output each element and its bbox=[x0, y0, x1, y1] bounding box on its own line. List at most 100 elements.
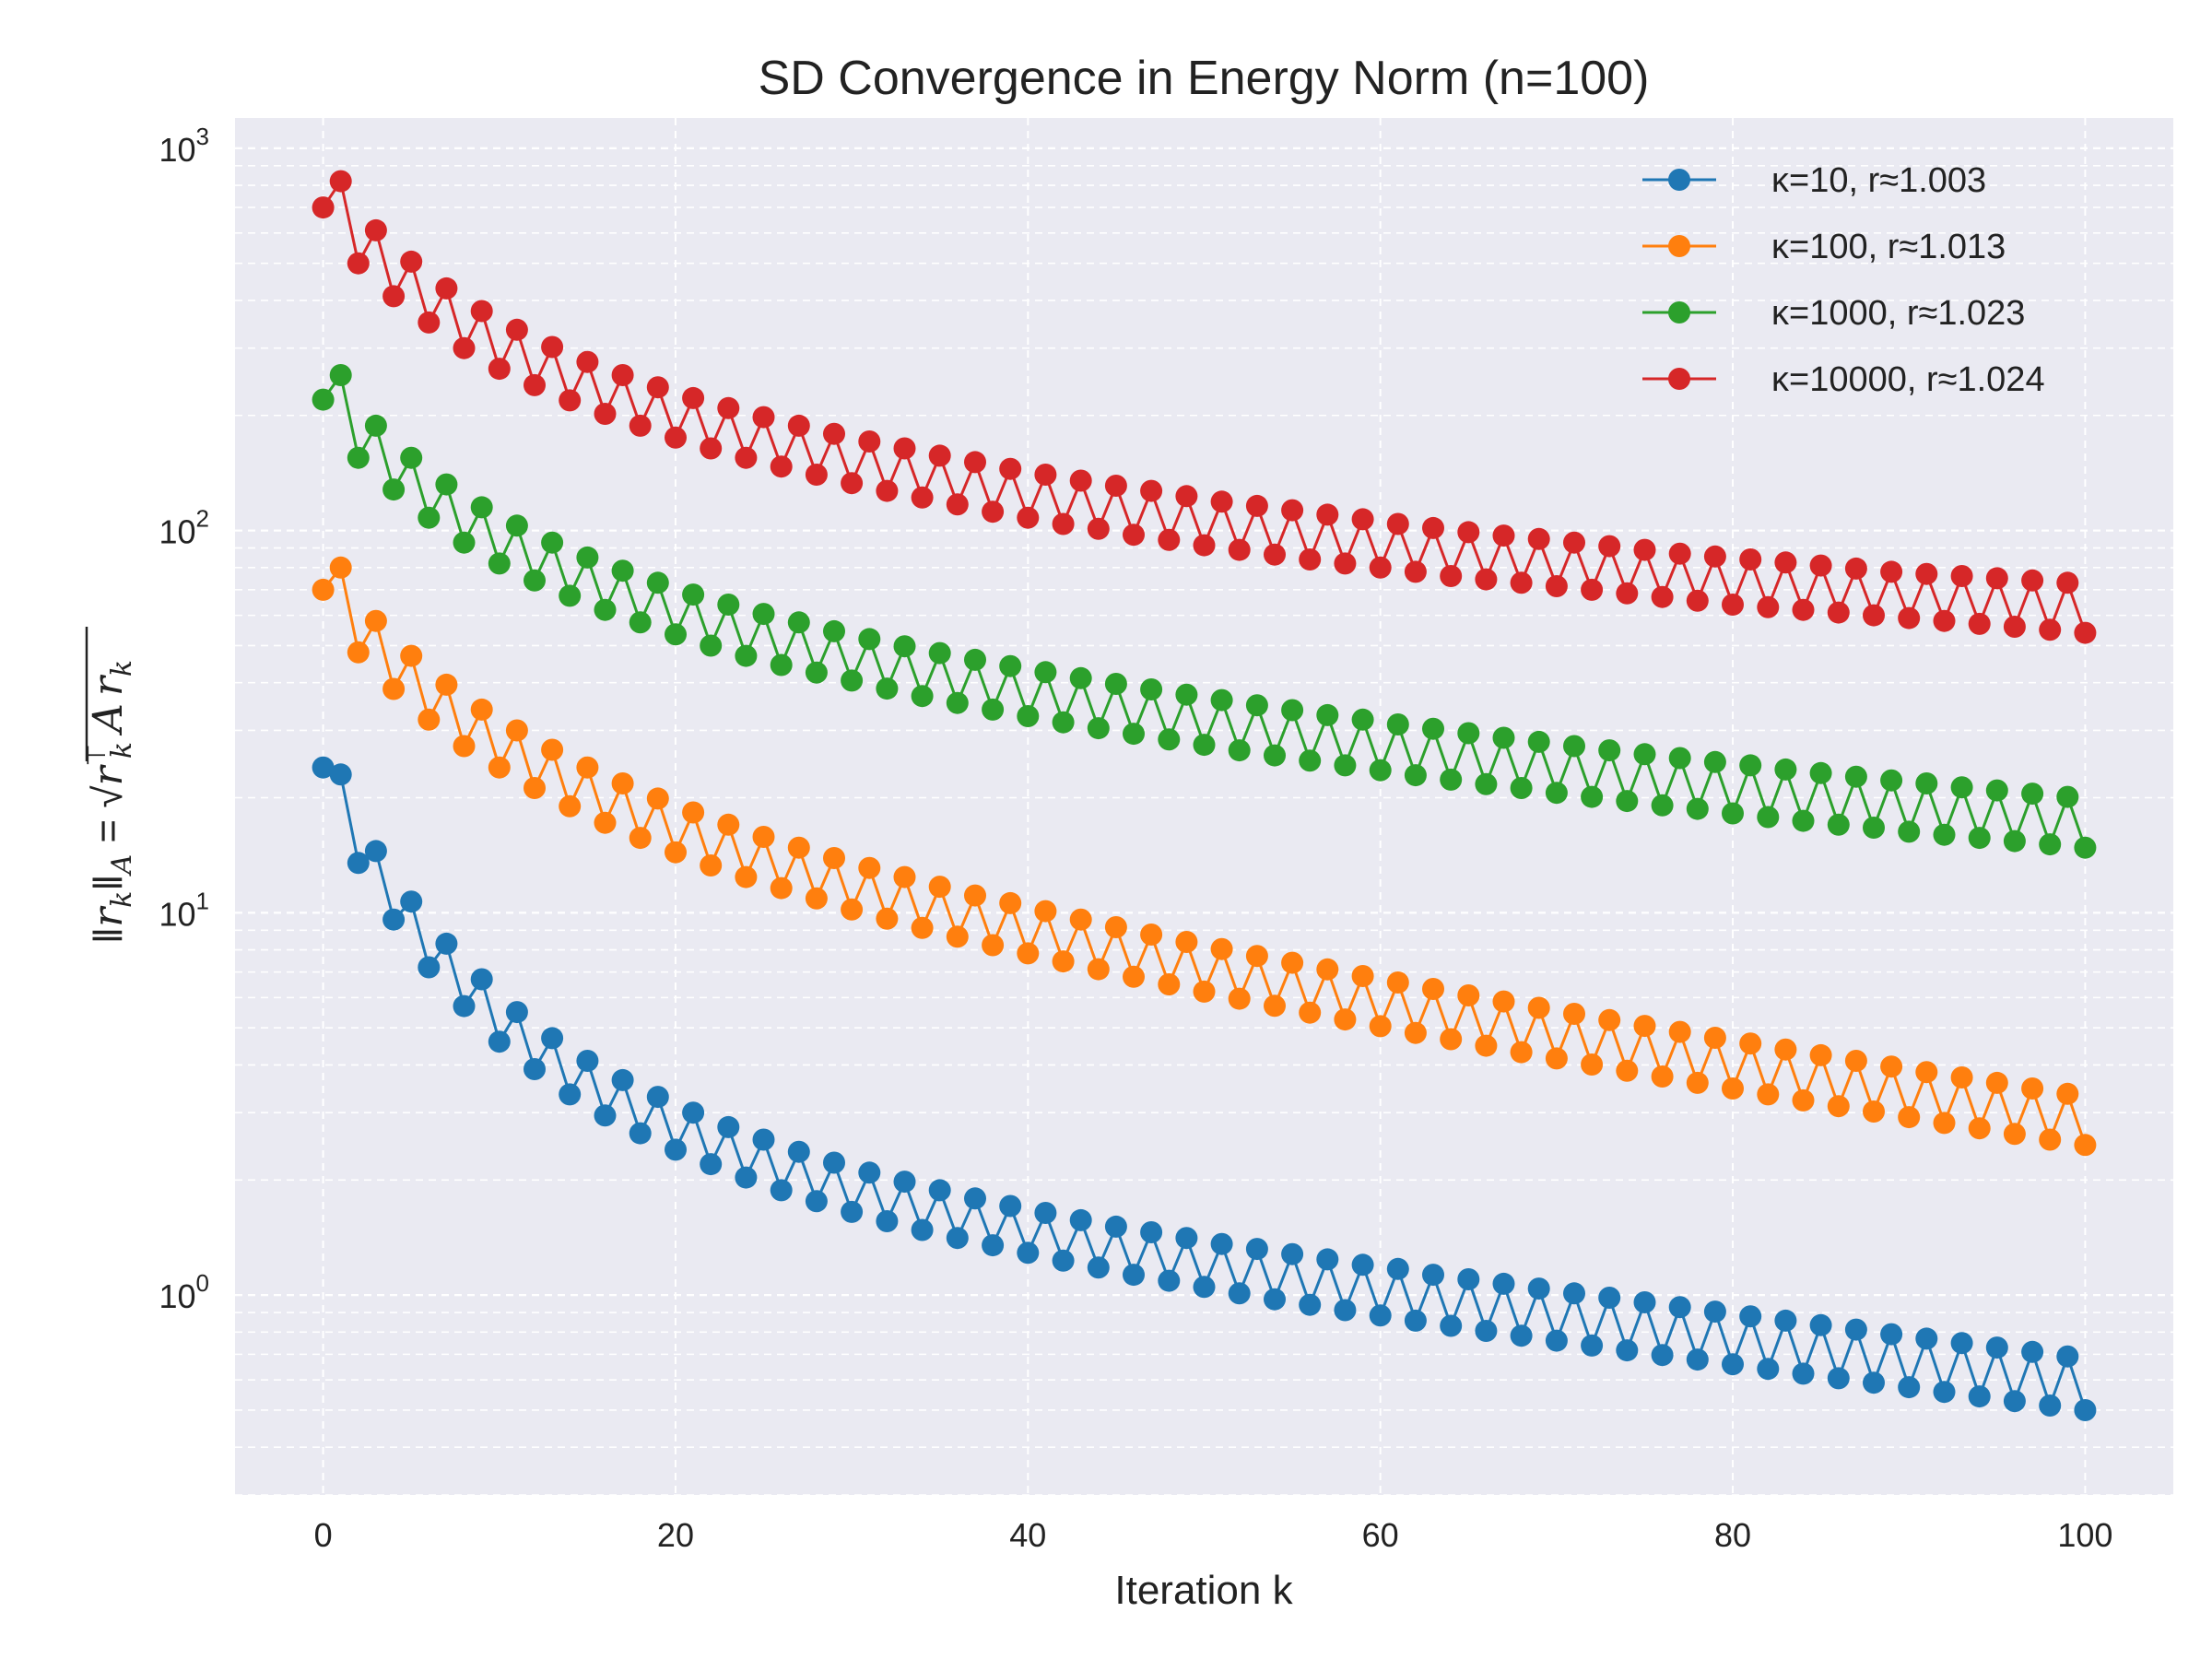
data-point bbox=[982, 500, 1005, 524]
data-point bbox=[1299, 749, 1322, 772]
data-point bbox=[1968, 612, 1991, 635]
data-point bbox=[1334, 1299, 1357, 1322]
data-point bbox=[999, 1194, 1022, 1218]
data-point bbox=[911, 1218, 934, 1241]
data-point bbox=[1809, 761, 1832, 784]
data-point bbox=[946, 493, 969, 516]
legend-marker bbox=[1668, 368, 1690, 390]
data-point bbox=[1210, 688, 1233, 712]
data-point bbox=[982, 1234, 1005, 1257]
data-point bbox=[893, 437, 916, 460]
data-point bbox=[1245, 694, 1268, 717]
data-point bbox=[646, 787, 669, 810]
data-point bbox=[1616, 790, 1639, 813]
data-point bbox=[1739, 1305, 1762, 1328]
data-point bbox=[1581, 1334, 1604, 1357]
data-point bbox=[2074, 836, 2097, 859]
data-point bbox=[2003, 1390, 2026, 1413]
data-point bbox=[1422, 516, 1444, 539]
ylabel-sqrt: √ bbox=[86, 785, 131, 808]
data-point bbox=[717, 594, 740, 616]
data-point bbox=[1915, 1061, 1938, 1084]
data-point bbox=[347, 641, 370, 664]
data-point bbox=[541, 738, 564, 761]
data-point bbox=[1069, 666, 1092, 689]
data-point bbox=[1475, 1034, 1498, 1057]
data-point bbox=[1616, 1339, 1639, 1362]
data-point bbox=[1158, 528, 1181, 551]
data-point bbox=[1527, 527, 1550, 550]
data-point bbox=[1123, 723, 1145, 746]
data-point bbox=[665, 623, 687, 646]
data-point bbox=[1774, 1038, 1797, 1061]
data-point bbox=[1792, 809, 1815, 832]
data-point bbox=[1668, 1020, 1691, 1043]
data-point bbox=[1264, 543, 1286, 566]
data-point bbox=[1457, 521, 1480, 544]
ylabel-A-sub: A bbox=[106, 854, 138, 877]
data-point bbox=[1334, 552, 1357, 575]
ylabel-k-sub2: k bbox=[106, 742, 138, 759]
data-point bbox=[541, 531, 564, 554]
data-point bbox=[1492, 990, 1515, 1013]
data-point bbox=[611, 364, 634, 386]
data-point bbox=[1457, 1268, 1480, 1290]
data-point bbox=[312, 388, 335, 411]
data-point bbox=[611, 772, 634, 794]
data-point bbox=[1651, 1344, 1674, 1367]
data-point bbox=[1193, 734, 1216, 757]
data-point bbox=[1827, 813, 1850, 836]
data-point bbox=[770, 877, 793, 900]
data-point bbox=[646, 1086, 669, 1109]
data-point bbox=[1316, 703, 1339, 726]
data-point bbox=[1475, 1320, 1498, 1342]
data-point bbox=[435, 473, 458, 496]
data-point bbox=[382, 478, 406, 501]
data-point bbox=[1069, 908, 1092, 931]
data-point bbox=[629, 414, 652, 437]
data-point bbox=[858, 430, 881, 453]
data-point bbox=[1827, 601, 1850, 624]
data-point bbox=[524, 373, 546, 396]
ylabel-equals: = bbox=[86, 808, 131, 854]
data-point bbox=[1492, 1272, 1515, 1295]
data-point bbox=[1422, 717, 1444, 740]
x-axis-ticks: 0 20 40 60 80 100 bbox=[314, 1516, 2113, 1554]
data-point bbox=[1880, 560, 1903, 583]
data-point bbox=[505, 1001, 528, 1024]
data-point bbox=[576, 350, 599, 373]
legend-marker bbox=[1668, 169, 1690, 191]
data-point bbox=[1210, 490, 1233, 513]
data-point bbox=[858, 628, 881, 651]
data-point bbox=[1140, 924, 1163, 946]
data-point bbox=[312, 196, 335, 219]
data-point bbox=[911, 916, 934, 939]
data-point bbox=[841, 898, 864, 921]
data-point bbox=[876, 1210, 899, 1232]
data-point bbox=[1123, 965, 1145, 988]
data-point bbox=[982, 934, 1005, 957]
data-point bbox=[1898, 820, 1921, 843]
data-point bbox=[435, 276, 458, 300]
data-point bbox=[700, 1153, 723, 1176]
legend-marker bbox=[1668, 235, 1690, 257]
data-point bbox=[488, 756, 511, 779]
data-point bbox=[559, 1083, 582, 1106]
data-point bbox=[329, 364, 352, 386]
data-point bbox=[2056, 1345, 2079, 1368]
data-point bbox=[1633, 1015, 1656, 1038]
data-point bbox=[1581, 1053, 1604, 1076]
data-point bbox=[1880, 1055, 1903, 1078]
data-point bbox=[1950, 1332, 1973, 1355]
data-point bbox=[964, 1187, 986, 1210]
data-point bbox=[559, 584, 582, 607]
data-point bbox=[382, 908, 406, 931]
y-tick-label: 100 bbox=[159, 1269, 209, 1315]
data-point bbox=[594, 598, 617, 621]
data-point bbox=[1193, 1276, 1216, 1299]
data-point bbox=[911, 685, 934, 708]
data-point bbox=[928, 876, 951, 899]
data-point bbox=[1457, 722, 1480, 745]
data-point bbox=[1140, 678, 1163, 700]
data-point bbox=[1598, 1008, 1621, 1031]
